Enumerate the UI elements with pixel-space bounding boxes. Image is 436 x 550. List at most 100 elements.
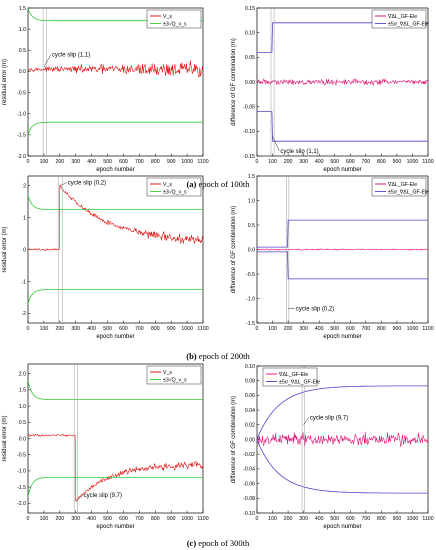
x-tick-label: 0 — [27, 516, 30, 522]
plot-frame — [27, 7, 204, 157]
x-tick-label: 100 — [268, 159, 277, 165]
y-axis-label: difference of GF combination (m) — [231, 206, 237, 294]
y-axis-label: residual error (m) — [2, 415, 8, 461]
y-tick-label: 0.5 — [19, 420, 26, 426]
x-tick-label: 400 — [315, 159, 324, 165]
x-tick-label: 300 — [71, 159, 80, 165]
legend-label: ∇ΔL_GF-Ele — [387, 14, 417, 20]
x-tick-label: 700 — [135, 159, 144, 165]
plot-area — [257, 176, 428, 323]
x-tick-label: 200 — [284, 326, 293, 332]
x-tick-label: 500 — [330, 326, 339, 332]
x-tick-label: 1100 — [197, 159, 208, 165]
x-tick-label: 100 — [40, 516, 49, 522]
x-tick-label: 0 — [256, 516, 259, 522]
series-threshold-upper — [28, 380, 203, 400]
x-tick-label: 600 — [346, 159, 355, 165]
x-tick-label: 700 — [135, 516, 144, 522]
series-residual — [28, 433, 203, 502]
x-tick-label: 300 — [299, 159, 308, 165]
x-tick-label: 0 — [256, 159, 259, 165]
x-tick-label: 0 — [256, 326, 259, 332]
x-tick-label: 200 — [55, 326, 64, 332]
x-axis-label: epoch number — [323, 524, 361, 530]
series-threshold-upper — [28, 195, 203, 210]
x-tick-label: 600 — [119, 516, 128, 522]
x-tick-label: 600 — [346, 326, 355, 332]
y-tick-label: -0.08 — [243, 496, 255, 502]
y-tick-label: -0.15 — [243, 154, 255, 160]
x-tick-label: 500 — [330, 159, 339, 165]
series-gf_bound-upper — [257, 385, 428, 440]
y-tick-label: 1.0 — [248, 198, 255, 204]
annotation-label: cycle slip (9,7) — [84, 493, 122, 499]
x-tick-label: 900 — [393, 516, 402, 522]
y-tick-label: 2 — [23, 183, 26, 189]
series-gf_bound-lower — [257, 251, 428, 280]
x-tick-label: 500 — [103, 326, 112, 332]
legend-label: ±5σ_∇ΔL_GF-Ele — [388, 190, 429, 196]
legend-label: ∇ΔL_GF-Ele — [278, 372, 308, 378]
y-tick-label: 0.0 — [248, 247, 255, 253]
y-axis-label: difference of GF combination (m) — [231, 396, 237, 484]
y-tick-label: -1.5 — [17, 485, 26, 491]
x-tick-label: 600 — [346, 516, 355, 522]
x-tick-label: 900 — [167, 326, 176, 332]
x-tick-label: 800 — [377, 326, 386, 332]
y-tick-label: 1.5 — [19, 6, 26, 12]
y-tick-label: 0.0 — [19, 436, 26, 442]
x-tick-label: 300 — [299, 516, 308, 522]
y-tick-label: -1.5 — [17, 133, 26, 139]
legend: V_s±3√Q_v_s — [146, 365, 202, 385]
y-axis-label: residual error (m) — [2, 226, 8, 272]
y-tick-label: -1.5 — [246, 321, 255, 327]
x-tick-label: 800 — [151, 516, 160, 522]
y-tick-label: -0.10 — [243, 129, 255, 135]
y-tick-label: -2 — [21, 311, 26, 317]
y-tick-label: -1 — [21, 279, 26, 285]
series-gf_bound-upper — [257, 219, 428, 248]
y-tick-label: 0.02 — [245, 423, 255, 429]
x-tick-label: 800 — [377, 516, 386, 522]
legend-label: ∇ΔL_GF-Ele — [387, 182, 417, 188]
y-tick-label: 0 — [23, 247, 26, 253]
x-tick-label: 600 — [119, 159, 128, 165]
annotation-arrow — [303, 417, 310, 425]
legend-label: ±3√Q_v_s — [163, 377, 187, 384]
chart-a-left: 0 100 200 300 400 500 600 700 800 900 1000 1100 -2.0… — [2, 6, 209, 173]
annotation-arrow — [43, 54, 52, 68]
x-tick-label: 300 — [299, 326, 308, 332]
series-threshold-lower — [28, 477, 203, 497]
y-tick-label: -2.0 — [17, 154, 26, 160]
legend-label: ±3√Q_v_s — [163, 189, 187, 196]
x-tick-label: 1100 — [422, 326, 433, 332]
annotation-label: cycle slip (1,1) — [52, 53, 90, 59]
x-axis-label: epoch number — [96, 524, 134, 530]
x-tick-label: 900 — [393, 326, 402, 332]
x-tick-label: 1000 — [181, 159, 193, 165]
y-axis-label: difference of GF combination (m) — [231, 38, 237, 126]
x-tick-label: 400 — [87, 516, 96, 522]
caption-b: (b) epoch of 200th — [0, 351, 436, 361]
x-tick-label: 0 — [27, 326, 30, 332]
y-tick-label: -0.10 — [243, 511, 255, 517]
y-tick-label: 0.0 — [19, 69, 26, 75]
annotation-label: cycle slip (9,7) — [310, 415, 348, 421]
legend-label: V_s — [163, 14, 172, 20]
x-tick-label: 200 — [55, 159, 64, 165]
x-tick-label: 1100 — [197, 326, 208, 332]
y-axis-label: residual error (m) — [2, 59, 8, 105]
y-tick-label: -0.5 — [246, 272, 255, 278]
plot-area — [28, 364, 203, 513]
caption-c-text: epoch of 300th — [198, 538, 250, 548]
x-tick-label: 200 — [284, 516, 293, 522]
y-tick-label: 0.5 — [248, 223, 255, 229]
y-tick-label: 1.0 — [19, 404, 26, 410]
y-tick-label: 2.0 — [19, 372, 26, 378]
x-tick-label: 400 — [315, 326, 324, 332]
legend-label: V_s — [163, 370, 172, 376]
series-gf — [257, 77, 428, 86]
legend: V_s±3√Q_v_s — [146, 177, 202, 197]
x-tick-label: 1100 — [422, 516, 433, 522]
x-tick-label: 300 — [71, 516, 80, 522]
